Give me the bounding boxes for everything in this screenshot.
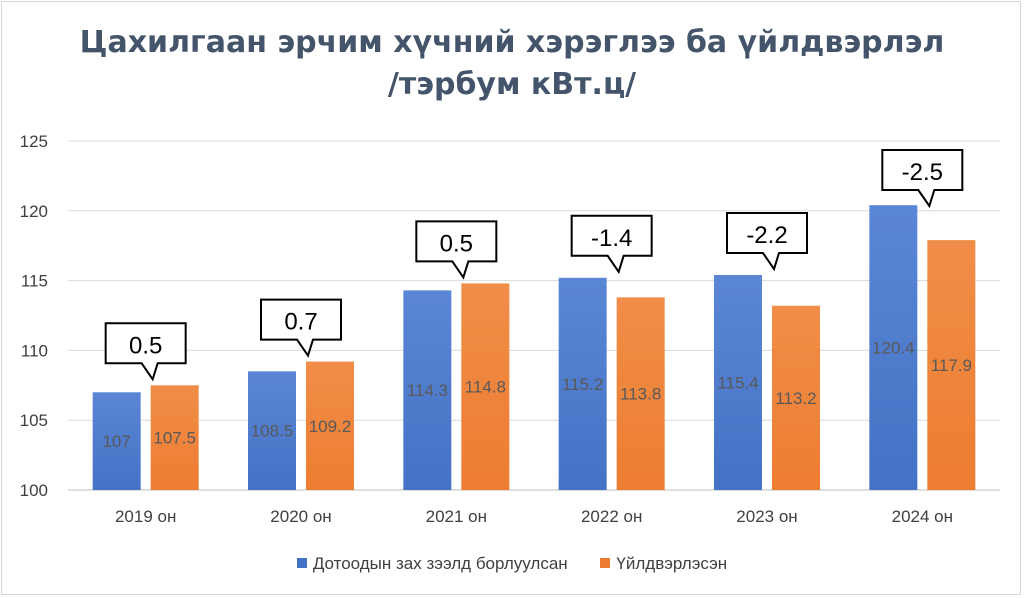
value-label: 117.9 [931,356,972,375]
difference-callout-label: 0.5 [440,230,473,257]
x-tick-label: 2023 он [736,507,797,526]
x-tick-label: 2019 он [115,507,176,526]
value-label: 115.2 [562,375,603,394]
value-label: 114.3 [407,381,448,400]
bar-sold-5 [869,205,918,490]
bar-produced-4 [772,305,820,490]
legend-item-series-b[interactable]: Үйлдвэрлэсэн [600,554,727,574]
chart-title: Цахилгаан эрчим хүчний хэрэглээ ба үйлдв… [0,22,1024,106]
legend-label-series-a: Дотоодын зах зээлд борлуулсан [312,554,568,573]
bar-produced-1 [306,361,354,490]
value-label: 107.5 [153,429,196,448]
legend-item-series-a[interactable]: Дотоодын зах зээлд борлуулсан [296,554,568,574]
difference-callout-label: 0.5 [129,332,162,359]
difference-callout-box [260,298,342,358]
bar-sold-2 [403,290,452,490]
bar-sold-3 [558,277,607,490]
bar-produced-0 [150,385,199,490]
y-tick-label: 120 [20,202,48,221]
value-label: 109.2 [309,417,352,436]
y-tick-label: 100 [20,481,48,500]
value-label: 120.4 [872,339,915,358]
difference-callout-box [415,220,498,280]
difference-callout-label: 0.7 [284,309,317,336]
y-tick-label: 110 [21,341,48,360]
bar-produced-2 [461,283,510,490]
difference-callout-box [726,212,808,272]
bar-produced-5 [927,240,976,490]
difference-callout-box [881,149,964,209]
x-tick-label: 2021 он [426,507,487,526]
bar-produced-3 [616,297,665,490]
value-label: 113.2 [775,389,816,408]
difference-callout-label: -2.2 [746,222,787,249]
y-tick-label: 115 [21,272,48,291]
bar-sold-0 [92,392,141,490]
difference-callout-label: -2.5 [902,159,943,186]
difference-callout-box [104,322,187,382]
bar-sold-1 [248,371,296,490]
chart-title-line-1: Цахилгаан эрчим хүчний хэрэглээ ба үйлдв… [79,25,945,60]
y-tick-label: 105 [20,411,48,430]
difference-callout-label: -1.4 [591,225,632,252]
value-label: 107 [102,432,130,451]
value-label: 114.8 [465,378,506,397]
chart-legend: Дотоодын зах зээлд борлуулсан Үйлдвэрлэс… [0,554,1024,574]
x-tick-label: 2020 он [270,507,331,526]
x-tick-label: 2022 он [581,507,642,526]
x-tick-label: 2024 он [892,507,953,526]
bar-sold-4 [714,275,762,490]
difference-callout-box [570,214,653,275]
value-label: 115.4 [717,374,758,393]
value-label: 108.5 [251,422,294,441]
chart-title-line-2: /тэрбум кВт.ц/ [387,67,637,102]
legend-swatch-series-b [600,558,611,568]
legend-label-series-b: Үйлдвэрлэсэн [616,554,728,573]
value-label: 113.8 [620,385,661,404]
y-tick-label: 125 [20,132,48,151]
legend-swatch-series-a [296,558,307,568]
